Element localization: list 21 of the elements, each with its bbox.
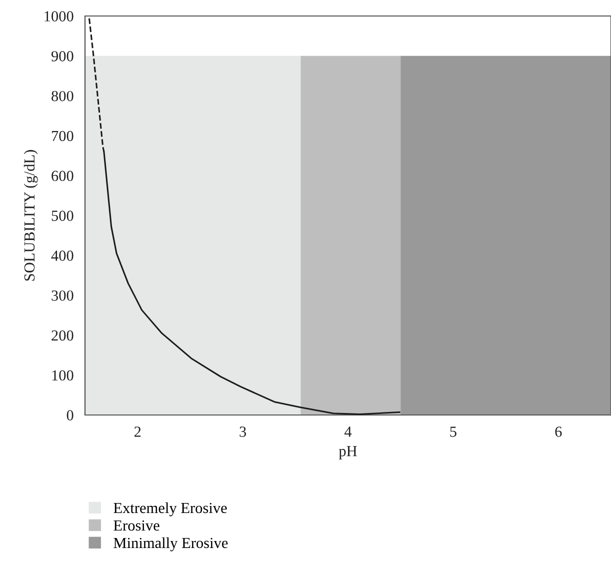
- y-tick-label: 300: [52, 290, 74, 301]
- legend-label: Minimally Erosive: [114, 537, 228, 552]
- legend-label: Extremely Erosive: [114, 502, 227, 516]
- y-tick-label: 500: [52, 210, 74, 221]
- y-tick-label: 700: [52, 130, 74, 142]
- legend-label: Erosive: [114, 520, 160, 531]
- y-tick-label: 100: [52, 370, 74, 381]
- y-tick-label: 400: [51, 250, 74, 261]
- y-tick-label: 900: [51, 51, 74, 62]
- y-tick-label: 200: [52, 330, 74, 341]
- x-axis-title: pH: [338, 446, 357, 460]
- x-tick-label: 6: [555, 426, 562, 437]
- x-tick-label: 2: [134, 426, 141, 437]
- x-tick-label: 3: [240, 426, 246, 437]
- x-tick-label: 4: [344, 426, 352, 437]
- x-tick-label: 5: [450, 426, 456, 437]
- y-tick-label: 0: [66, 410, 74, 420]
- y-tick-label: 600: [52, 170, 74, 182]
- y-tick-label: 800: [52, 90, 74, 102]
- y-axis-title: SOLUBILITY (g/dL): [24, 150, 38, 281]
- y-tick-label: 1000: [44, 11, 74, 22]
